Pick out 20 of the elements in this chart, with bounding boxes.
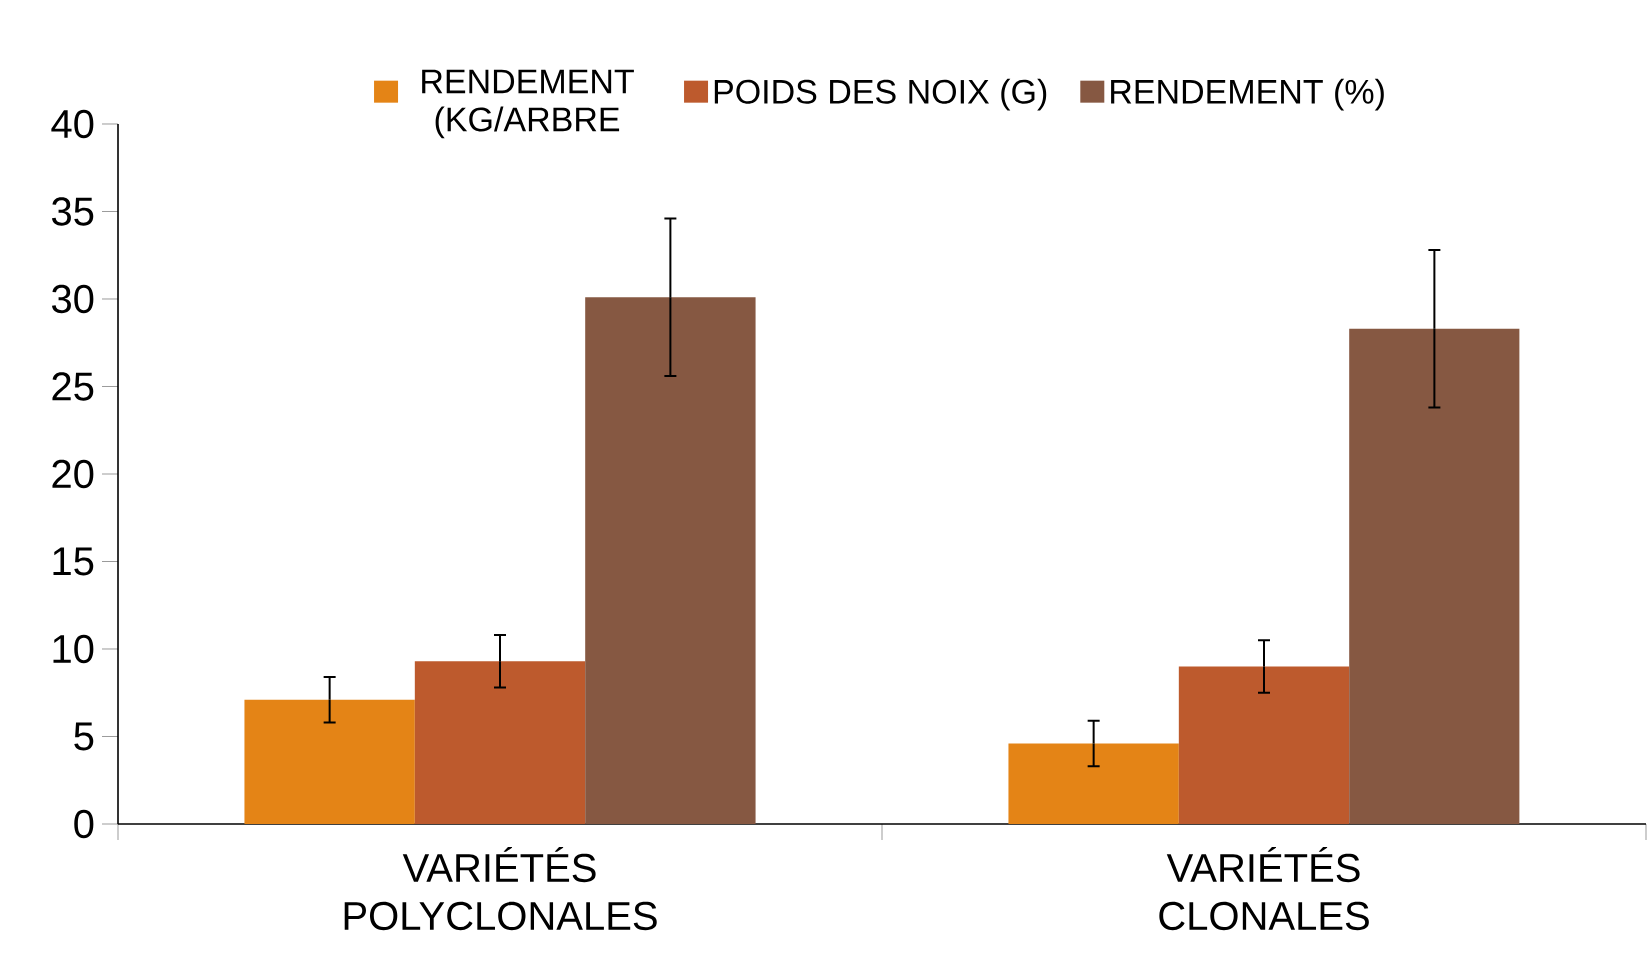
legend-label: RENDEMENT (%) bbox=[1111, 78, 1384, 111]
y-tick-label: 10 bbox=[53, 634, 94, 664]
bar bbox=[1349, 328, 1520, 824]
y-tick-label: 30 bbox=[51, 284, 94, 314]
legend-label: RENDEMENT (KG/ARBRE bbox=[422, 69, 634, 139]
bar bbox=[585, 297, 756, 824]
legend-label: POIDS DES NOIX (G) bbox=[714, 78, 1047, 111]
y-tick-label: 15 bbox=[53, 547, 94, 576]
bar bbox=[1178, 666, 1350, 824]
bar bbox=[1008, 743, 1179, 824]
x-tick-label: VARIÉTÉS CLONALES bbox=[1159, 847, 1369, 931]
bar bbox=[244, 699, 415, 824]
x-tick-label: VARIÉTÉS POLYCLONALES bbox=[344, 847, 657, 931]
y-tick-label: 5 bbox=[74, 722, 94, 751]
y-tick-label: 35 bbox=[51, 197, 94, 226]
y-tick-label: 25 bbox=[52, 372, 94, 401]
y-tick-label: 20 bbox=[52, 459, 94, 489]
y-tick-label: 40 bbox=[51, 109, 94, 139]
y-tick-label: 0 bbox=[74, 809, 94, 839]
bar bbox=[414, 661, 586, 824]
